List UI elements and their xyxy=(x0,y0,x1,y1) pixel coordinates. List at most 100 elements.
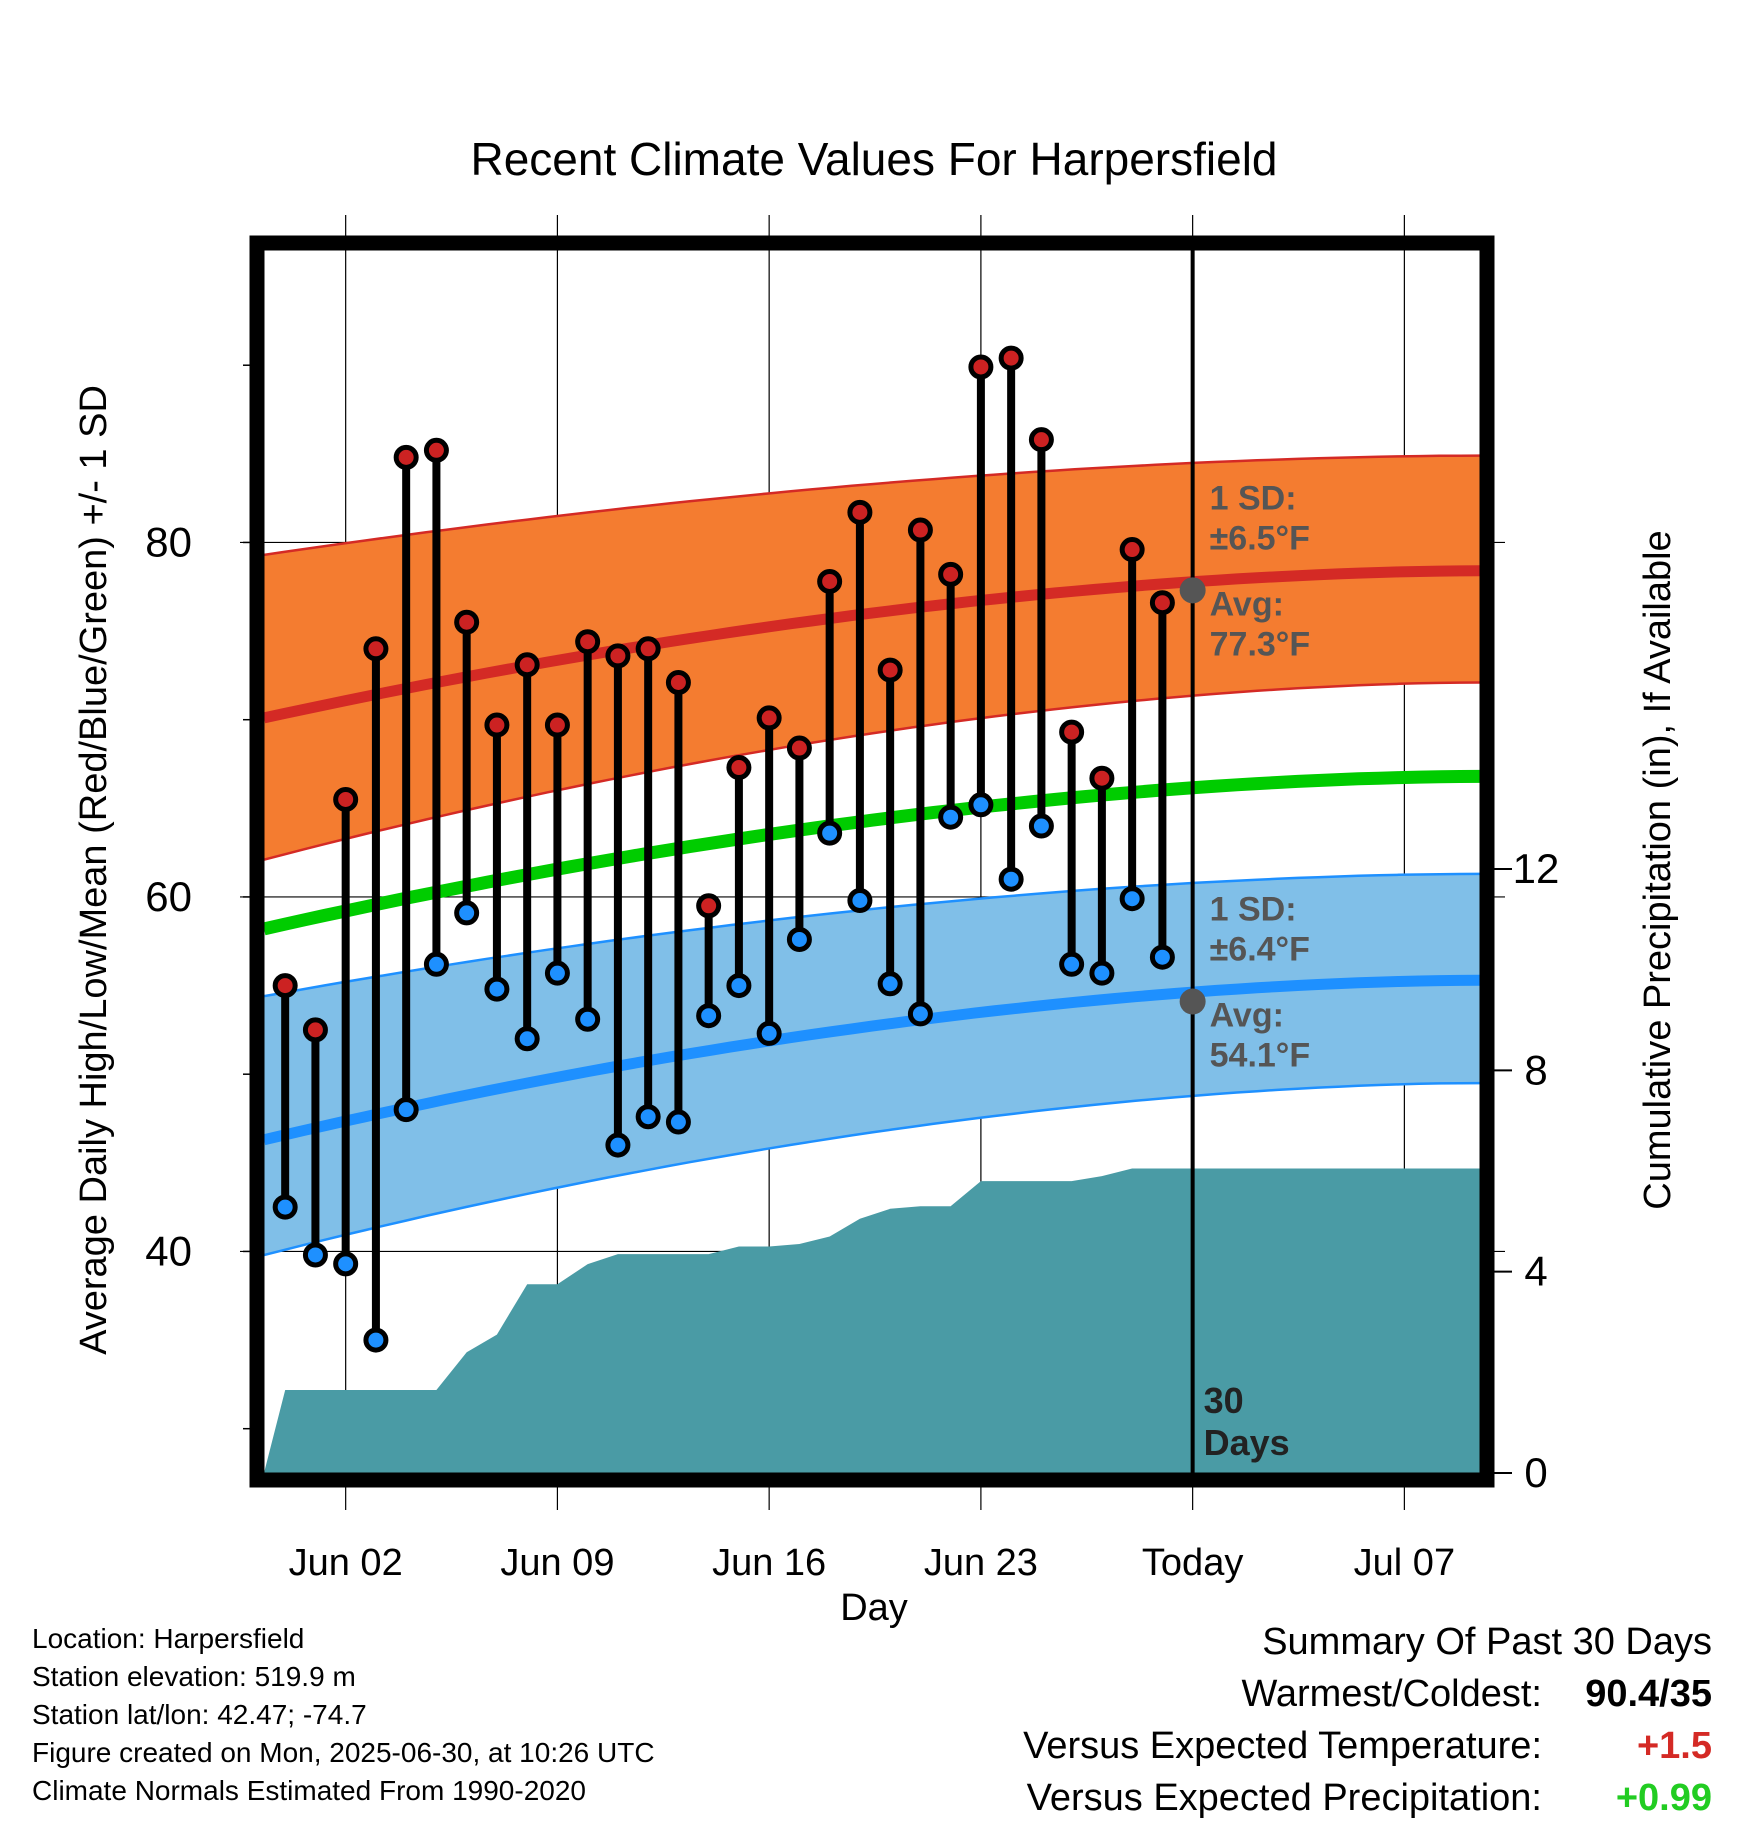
daily-high-point xyxy=(1059,719,1085,745)
location-text: Location: Harpersfield xyxy=(32,1623,305,1654)
daily-low-point xyxy=(665,1109,691,1135)
daily-low-point xyxy=(272,1194,298,1220)
daily-low-point xyxy=(968,792,994,818)
daily-low-point xyxy=(514,1026,540,1052)
precip-area xyxy=(264,1168,1480,1473)
daily-low-point xyxy=(1089,960,1115,986)
daily-high-point xyxy=(968,354,994,380)
daily-low-point xyxy=(696,1003,722,1029)
daily-low-point xyxy=(484,976,510,1002)
daily-high-point xyxy=(484,712,510,738)
daily-low-point xyxy=(544,960,570,986)
y2-tick-label: 0 xyxy=(1524,1449,1547,1496)
daily-low-point xyxy=(1028,813,1054,839)
daily-high-point xyxy=(998,345,1024,371)
normals-text: Climate Normals Estimated From 1990-2020 xyxy=(32,1775,586,1806)
daily-high-point xyxy=(1149,590,1175,616)
daily-high-point xyxy=(847,499,873,525)
warmest-label: Warmest/Coldest: xyxy=(1241,1673,1542,1715)
daily-low-point xyxy=(907,1001,933,1027)
elevation-text: Station elevation: 519.9 m xyxy=(32,1661,356,1692)
days-marker-word: Days xyxy=(1204,1422,1290,1463)
daily-low-point xyxy=(635,1104,661,1130)
temp-value: +1.5 xyxy=(1636,1725,1712,1767)
daily-high-point xyxy=(1028,427,1054,453)
low-avg-marker xyxy=(1179,988,1206,1015)
daily-high-point xyxy=(726,755,752,781)
x-tick-label: Today xyxy=(1142,1542,1243,1584)
daily-low-point xyxy=(786,926,812,952)
daily-high-point xyxy=(605,643,631,669)
y-tick-label: 80 xyxy=(145,518,192,565)
y2-tick-label: 4 xyxy=(1524,1248,1547,1295)
latlon-text: Station lat/lon: 42.47; -74.7 xyxy=(32,1699,367,1730)
daily-high-point xyxy=(1089,765,1115,791)
daily-low-point xyxy=(847,887,873,913)
created-text: Figure created on Mon, 2025-06-30, at 10… xyxy=(32,1737,655,1768)
high-upper-line xyxy=(264,454,1480,557)
daily-high-point xyxy=(786,735,812,761)
daily-high-point xyxy=(635,636,661,662)
high-avg-value: 77.3°F xyxy=(1210,625,1311,663)
x-axis-label: Day xyxy=(840,1587,908,1629)
daily-low-point xyxy=(605,1132,631,1158)
high-avg-title: Avg: xyxy=(1210,585,1284,623)
y-tick-label: 60 xyxy=(145,873,192,920)
daily-high-point xyxy=(575,629,601,655)
daily-high-point xyxy=(393,444,419,470)
plot-inner xyxy=(264,250,1480,1473)
daily-low-point xyxy=(423,951,449,977)
daily-high-point xyxy=(514,652,540,678)
summary-panel: Summary Of Past 30 Days Warmest/Coldest:… xyxy=(912,1616,1712,1824)
daily-high-point xyxy=(363,636,389,662)
y2-axis-label: Cumulative Precipitation (in), If Availa… xyxy=(1637,530,1679,1209)
y-tick-label: 40 xyxy=(145,1227,192,1274)
low-sd-title: 1 SD: xyxy=(1210,891,1297,929)
high-sd-title: 1 SD: xyxy=(1210,479,1297,517)
x-tick-label: Jun 23 xyxy=(924,1542,1038,1584)
daily-high-point xyxy=(544,712,570,738)
low-sd-value: ±6.4°F xyxy=(1210,931,1310,969)
daily-low-point xyxy=(877,971,903,997)
plot-frame xyxy=(249,235,1495,1488)
chart-title: Recent Climate Values For Harpersfield xyxy=(470,133,1277,185)
station-info: Location: Harpersfield Station elevation… xyxy=(32,1620,655,1810)
daily-high-point xyxy=(907,517,933,543)
daily-high-point xyxy=(665,669,691,695)
high-avg-marker xyxy=(1179,577,1206,604)
daily-low-point xyxy=(393,1097,419,1123)
daily-low-point xyxy=(817,820,843,846)
daily-low-point xyxy=(998,866,1024,892)
daily-high-point xyxy=(938,561,964,587)
y-axis-label: Average Daily High/Low/Mean (Red/Blue/Gr… xyxy=(73,385,115,1355)
daily-low-point xyxy=(575,1006,601,1032)
daily-low-point xyxy=(1149,944,1175,970)
y2-tick-label: 8 xyxy=(1524,1046,1547,1093)
daily-high-point xyxy=(817,568,843,594)
daily-low-point xyxy=(363,1327,389,1353)
temp-label: Versus Expected Temperature: xyxy=(1023,1725,1542,1767)
daily-high-point xyxy=(877,657,903,683)
daily-low-point xyxy=(454,900,480,926)
summary-title: Summary Of Past 30 Days xyxy=(1262,1621,1712,1663)
daily-high-point xyxy=(756,705,782,731)
daily-low-point xyxy=(1119,886,1145,912)
daily-low-point xyxy=(333,1251,359,1277)
precip-value: +0.99 xyxy=(1615,1777,1712,1819)
x-tick-label: Jun 16 xyxy=(712,1542,826,1584)
days-marker-number: 30 xyxy=(1204,1380,1244,1421)
daily-high-point xyxy=(302,1017,328,1043)
x-tick-label: Jul 07 xyxy=(1354,1542,1455,1584)
precip-label: Versus Expected Precipitation: xyxy=(1026,1777,1542,1819)
daily-low-point xyxy=(726,973,752,999)
daily-low-point xyxy=(938,804,964,830)
x-tick-label: Jun 09 xyxy=(500,1542,614,1584)
high-sd-value: ±6.5°F xyxy=(1210,519,1310,557)
daily-high-point xyxy=(423,437,449,463)
x-tick-label: Jun 02 xyxy=(289,1542,403,1584)
low-avg-title: Avg: xyxy=(1210,997,1284,1035)
low-upper-line xyxy=(264,872,1480,998)
daily-low-point xyxy=(756,1020,782,1046)
